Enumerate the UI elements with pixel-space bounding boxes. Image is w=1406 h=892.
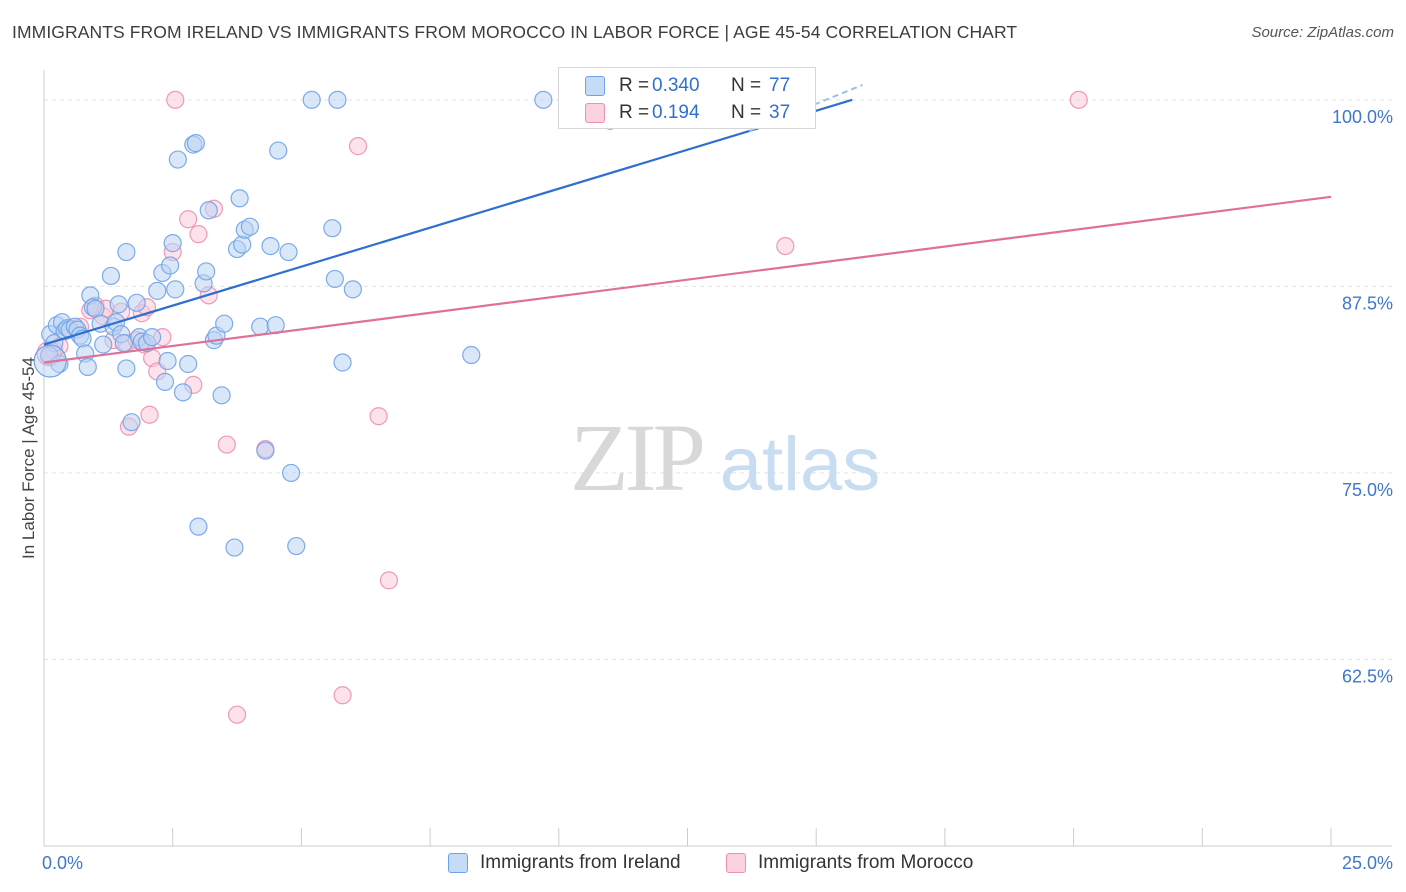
chart-source: Source: ZipAtlas.com xyxy=(1251,24,1394,41)
ireland-point xyxy=(343,280,362,299)
ireland-point xyxy=(240,217,260,236)
morocco-point xyxy=(348,137,368,156)
ireland-point xyxy=(225,538,244,557)
stats-r-value: 0.340 xyxy=(652,75,700,96)
ireland-point xyxy=(155,372,175,391)
ireland-point xyxy=(287,536,306,556)
stats-r-value: 0.194 xyxy=(652,102,700,123)
legend-swatch-ireland xyxy=(448,853,468,873)
ireland-point xyxy=(189,517,208,536)
ireland-point xyxy=(269,141,288,160)
stats-r-label: R = xyxy=(619,102,650,123)
ireland-point xyxy=(166,280,185,299)
ireland-point xyxy=(78,357,97,377)
grid-lines xyxy=(44,99,1392,660)
morocco-point xyxy=(179,210,198,229)
ireland-point xyxy=(179,354,198,374)
y-tick-label: 62.5% xyxy=(1342,666,1393,686)
morocco-point xyxy=(1069,90,1088,109)
ireland-point xyxy=(114,333,133,353)
ireland-point xyxy=(212,386,231,405)
ireland-point xyxy=(251,317,270,336)
ireland-point xyxy=(215,314,234,333)
legend-item-ireland: Immigrants from Ireland xyxy=(448,852,681,874)
morocco-point xyxy=(140,405,159,424)
ireland-point xyxy=(127,293,146,312)
ireland-point xyxy=(230,189,249,208)
ireland-point xyxy=(163,234,182,253)
ireland-point xyxy=(279,242,298,262)
ireland-point xyxy=(233,235,252,254)
stats-n-label: N = xyxy=(731,102,762,123)
morocco-point xyxy=(217,435,236,454)
morocco-point xyxy=(369,407,388,426)
ireland-point xyxy=(117,242,136,262)
legend-label-ireland: Immigrants from Ireland xyxy=(480,852,681,873)
ireland-point xyxy=(282,463,301,483)
morocco-point xyxy=(189,225,208,244)
watermark-zip: ZIP xyxy=(570,404,703,511)
morocco-trend-line xyxy=(43,195,1332,364)
ireland-trend-line xyxy=(43,98,853,346)
ireland-point xyxy=(168,150,187,169)
stats-n-value: 77 xyxy=(769,75,791,96)
y-tick-label: 100.0% xyxy=(1332,107,1393,127)
watermark: ZIP atlas xyxy=(570,404,880,511)
ireland-point xyxy=(109,295,128,314)
ireland-point xyxy=(101,266,121,286)
ireland-point xyxy=(333,353,352,372)
y-tick-label: 87.5% xyxy=(1342,293,1393,313)
y-axis-label: In Labor Force | Age 45-54 xyxy=(19,357,38,559)
legend-label-morocco: Immigrants from Morocco xyxy=(758,852,974,873)
morocco-point xyxy=(227,705,247,724)
stats-swatch-ireland xyxy=(585,76,605,96)
ireland-point xyxy=(186,134,205,153)
ireland-point xyxy=(197,262,216,281)
ireland-point xyxy=(158,351,177,371)
ireland-point xyxy=(462,345,481,365)
ireland-point xyxy=(161,256,180,275)
y-tick-label: 75.0% xyxy=(1342,480,1393,500)
stats-n-value: 37 xyxy=(769,102,791,123)
chart-title: IMMIGRANTS FROM IRELAND VS IMMIGRANTS FR… xyxy=(12,22,1018,42)
ireland-point xyxy=(117,359,136,378)
ireland-point xyxy=(534,90,553,109)
ireland-point xyxy=(173,383,193,402)
stats-legend: R = 0.340 N = 77 R = 0.194 N = 37 xyxy=(558,67,816,129)
ireland-point xyxy=(122,413,141,432)
ireland-point xyxy=(143,328,162,347)
morocco-point xyxy=(776,236,795,256)
legend-swatch-morocco xyxy=(726,853,746,873)
ireland-point xyxy=(256,441,275,460)
series-morocco-points xyxy=(36,90,1088,724)
tick-labels: 100.0% 87.5% 75.0% 62.5% 0.0% 25.0% xyxy=(42,107,1393,873)
morocco-point xyxy=(166,90,185,109)
ireland-point xyxy=(148,281,167,300)
axes xyxy=(43,70,1392,847)
ireland-point xyxy=(325,269,344,289)
ireland-point xyxy=(323,219,342,238)
ireland-point xyxy=(94,335,113,354)
stats-n-label: N = xyxy=(731,75,762,96)
legend-item-morocco: Immigrants from Morocco xyxy=(726,852,973,874)
ireland-point xyxy=(199,201,218,220)
ireland-point xyxy=(328,90,347,109)
morocco-point xyxy=(379,571,399,590)
ireland-point xyxy=(302,90,321,109)
series-ireland-points xyxy=(33,90,620,557)
x-tick-label: 0.0% xyxy=(42,853,83,873)
stats-swatch-morocco xyxy=(585,103,605,123)
x-tick-label: 25.0% xyxy=(1342,853,1393,873)
bottom-legend: Immigrants from Ireland Immigrants from … xyxy=(0,852,1406,878)
stats-r-label: R = xyxy=(619,75,650,96)
morocco-point xyxy=(333,686,352,705)
ireland-point xyxy=(261,236,280,256)
watermark-atlas: atlas xyxy=(720,422,881,507)
